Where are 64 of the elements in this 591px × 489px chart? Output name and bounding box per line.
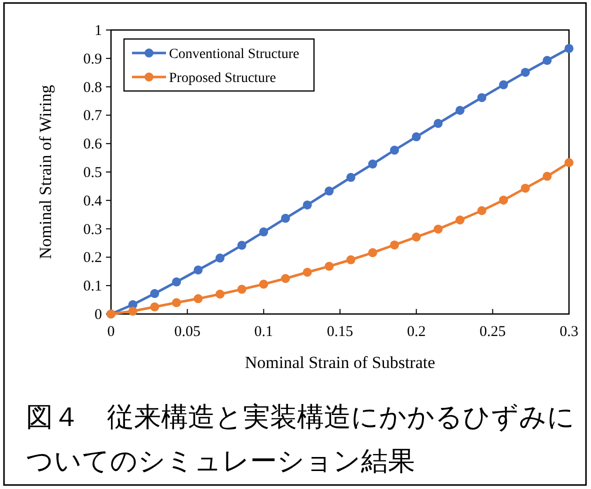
point	[324, 186, 334, 196]
point	[477, 206, 486, 216]
y-tick-label: 0.1	[83, 278, 102, 295]
point	[412, 132, 421, 142]
point	[434, 224, 443, 234]
x-tick-label: 0.05	[174, 324, 200, 340]
point	[412, 232, 421, 242]
x-tick-label: 0.3	[560, 324, 578, 340]
point	[281, 214, 290, 223]
point	[324, 262, 334, 271]
point	[434, 118, 443, 128]
point	[477, 93, 486, 102]
point	[237, 284, 246, 294]
point	[194, 265, 203, 274]
point	[499, 196, 508, 205]
x-tick-label: 0.2	[406, 324, 426, 340]
y-tick-label: 0.8	[83, 80, 102, 96]
legend-label: Conventional Structure	[169, 47, 300, 62]
y-tick-label: 0.2	[83, 250, 102, 266]
point	[302, 268, 312, 277]
point	[368, 160, 378, 169]
y-tick-label: 1	[94, 23, 102, 39]
caption: 図４ 従来構造と実装構造にかかるひずみについてのシミュレーション結果	[26, 401, 576, 479]
point	[368, 248, 378, 258]
point	[150, 289, 160, 298]
point	[346, 255, 356, 264]
x-axis-title: Nominal Strain of Substrate	[244, 353, 436, 372]
y-tick-label: 0.5	[83, 165, 102, 181]
point	[150, 302, 160, 312]
y-tick-label: 0.4	[83, 193, 102, 210]
point	[172, 298, 181, 308]
legend-label: Proposed Structure	[169, 71, 276, 86]
x-tick-label: 0	[107, 324, 115, 340]
point	[520, 68, 530, 77]
y-tick-label: 0.3	[83, 222, 102, 238]
point	[128, 306, 138, 316]
x-tick-label: 0.15	[326, 324, 354, 340]
y-tick-label: 0.6	[83, 136, 102, 153]
point	[346, 172, 356, 182]
x-tick-label: 0.25	[480, 324, 506, 340]
point	[390, 146, 399, 155]
point	[259, 280, 268, 289]
point	[216, 290, 225, 299]
point	[564, 158, 574, 168]
point	[302, 200, 312, 210]
y-tick-label: 0	[94, 307, 102, 323]
point	[390, 240, 399, 250]
point	[542, 172, 552, 181]
point	[216, 254, 225, 263]
point	[455, 106, 464, 115]
point	[542, 56, 552, 65]
y-tick-label: 0.7	[83, 108, 102, 124]
y-axis-title: Nominal Strain of Wiring	[36, 84, 55, 260]
point	[520, 184, 530, 193]
point	[499, 80, 508, 90]
x-tick-label: 0.1	[254, 324, 274, 340]
point	[194, 294, 203, 304]
point	[281, 274, 290, 283]
point	[564, 44, 574, 53]
point	[455, 215, 464, 224]
point	[172, 277, 181, 286]
point	[237, 240, 246, 250]
point	[259, 227, 268, 236]
y-tick-label: 0.9	[83, 51, 102, 68]
